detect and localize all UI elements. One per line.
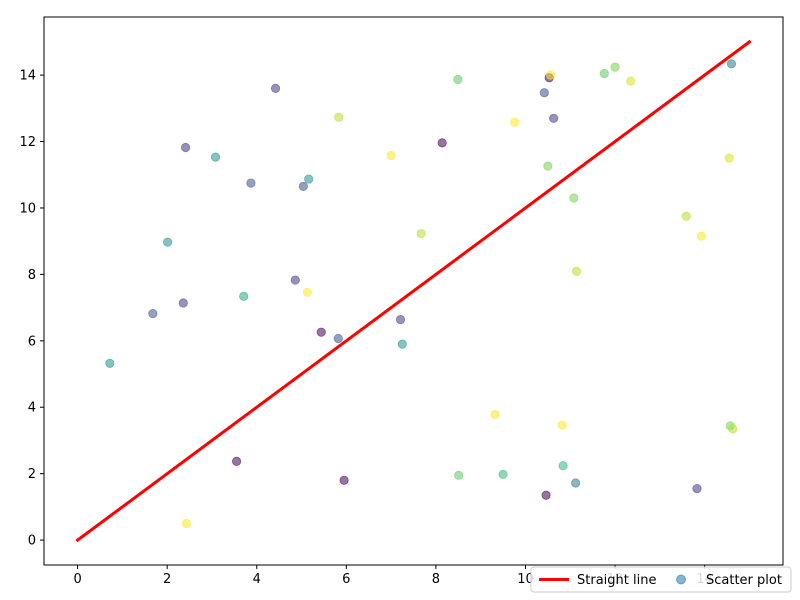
y-tick-label: 8 [28,268,36,283]
y-tick-label: 4 [28,401,36,416]
scatter-point [692,484,702,494]
scatter-point [386,150,396,161]
y-tick-label: 12 [19,135,36,150]
scatter-point [728,424,738,434]
y-tick-label: 2 [28,467,36,482]
scatter-point [339,475,349,485]
legend-box [530,566,792,593]
legend: Straight line Scatter plot [530,566,792,593]
scatter-point [724,153,734,163]
scatter-point [334,112,344,122]
scatter-point [395,314,406,325]
scatter-point [610,62,620,72]
scatter-point [681,211,691,221]
scatter-point [290,275,300,285]
scatter-point [298,181,308,191]
scatter-point [726,59,737,69]
scatter-point [510,117,520,127]
scatter-point [696,231,707,241]
x-tick-label: 4 [253,572,261,587]
scatter-point [178,298,188,308]
scatter-point [163,237,173,247]
scatter-point [270,83,281,94]
scatter-point [437,138,447,148]
straight-line-series [75,39,752,543]
scatter-point [490,409,500,420]
scatter-point [539,88,549,98]
scatter-point [545,70,556,80]
scatter-point [316,327,326,337]
scatter-point [148,308,158,319]
legend-scatter-swatch [676,574,686,585]
scatter-point [454,470,464,480]
x-tick-label: 2 [163,572,171,587]
x-tick-label: 10 [517,572,534,587]
scatter-point [543,161,553,171]
scatter-point [571,478,581,488]
plot-area [75,39,752,543]
scatter-point [333,333,343,344]
scatter-point [498,469,508,479]
scatter-point [302,287,312,297]
scatter-point [557,420,567,430]
y-tick-label: 10 [19,201,36,216]
scatter-point [416,228,426,239]
legend-label-scatter: Scatter plot [706,573,782,588]
scatter-point [181,518,192,529]
axes-frame [43,16,784,566]
legend-label-line: Straight line [577,573,656,588]
scatter-point [599,68,609,79]
x-tick-label: 8 [432,572,440,587]
scatter-point [549,113,559,123]
x-tick-label: 6 [342,572,350,587]
scatter-point [571,266,582,276]
scatter-point [626,76,636,86]
x-tick-label: 0 [73,572,81,587]
scatter-point [304,174,314,184]
scatter-point [397,339,407,349]
scatter-point [541,490,551,500]
y-tick-label: 14 [19,69,36,84]
scatter-point [105,358,115,368]
scatter-point [453,74,463,85]
scatter-point [569,193,579,203]
scatter-point [210,152,221,162]
scatter-point [239,291,249,301]
y-tick-label: 6 [28,334,36,349]
scatter-point [558,461,568,471]
scatter-point [231,456,242,466]
scatter-point [180,142,191,153]
y-tick-label: 0 [28,534,36,549]
scatter-point [246,178,256,188]
